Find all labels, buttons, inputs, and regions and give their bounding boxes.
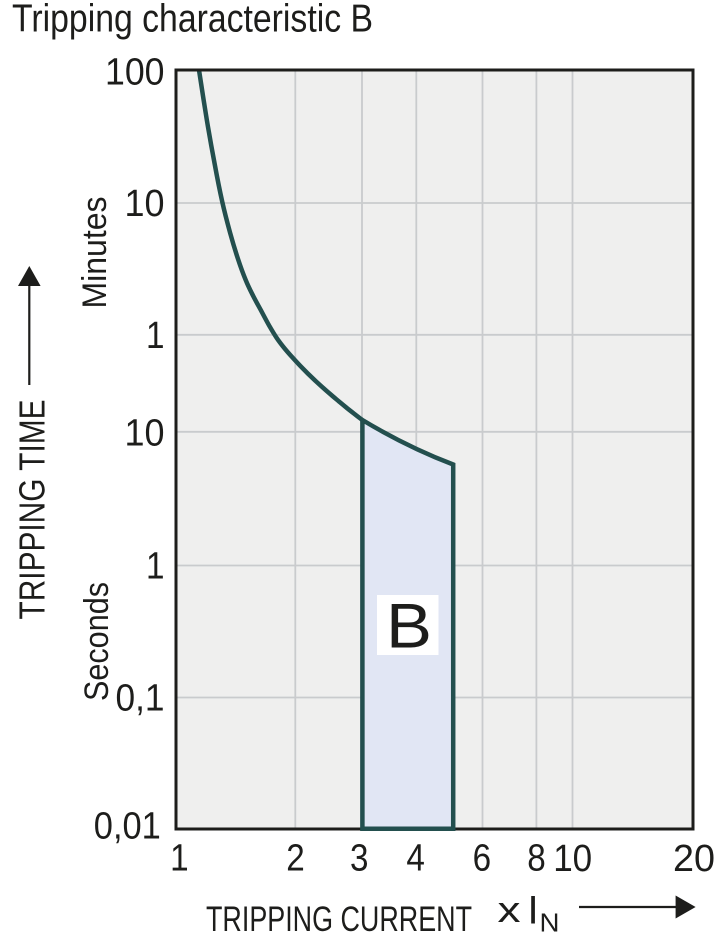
svg-text:4: 4 — [406, 838, 425, 880]
svg-text:N: N — [540, 908, 560, 938]
svg-text:Seconds: Seconds — [78, 582, 116, 701]
svg-text:Minutes: Minutes — [76, 197, 114, 309]
svg-text:2: 2 — [286, 838, 305, 880]
svg-text:TRIPPING CURRENT: TRIPPING CURRENT — [206, 900, 472, 938]
svg-text:10: 10 — [125, 413, 165, 455]
svg-text:3: 3 — [350, 838, 369, 880]
svg-text:B: B — [386, 592, 432, 662]
svg-text:6: 6 — [473, 838, 492, 880]
svg-text:20: 20 — [673, 838, 715, 880]
svg-text:1: 1 — [146, 546, 165, 588]
svg-text:10: 10 — [553, 838, 592, 880]
svg-text:x: x — [498, 889, 521, 930]
svg-text:100: 100 — [105, 52, 165, 94]
svg-text:8: 8 — [527, 838, 546, 880]
svg-text:0,1: 0,1 — [116, 678, 165, 720]
svg-text:Tripping characteristic B: Tripping characteristic B — [12, 0, 373, 41]
svg-text:10: 10 — [125, 183, 165, 225]
svg-text:0,01: 0,01 — [94, 806, 161, 848]
svg-text:I: I — [528, 889, 539, 933]
svg-text:TRIPPING TIME: TRIPPING TIME — [12, 400, 53, 620]
svg-text:1: 1 — [170, 838, 189, 880]
svg-text:1: 1 — [146, 315, 165, 357]
